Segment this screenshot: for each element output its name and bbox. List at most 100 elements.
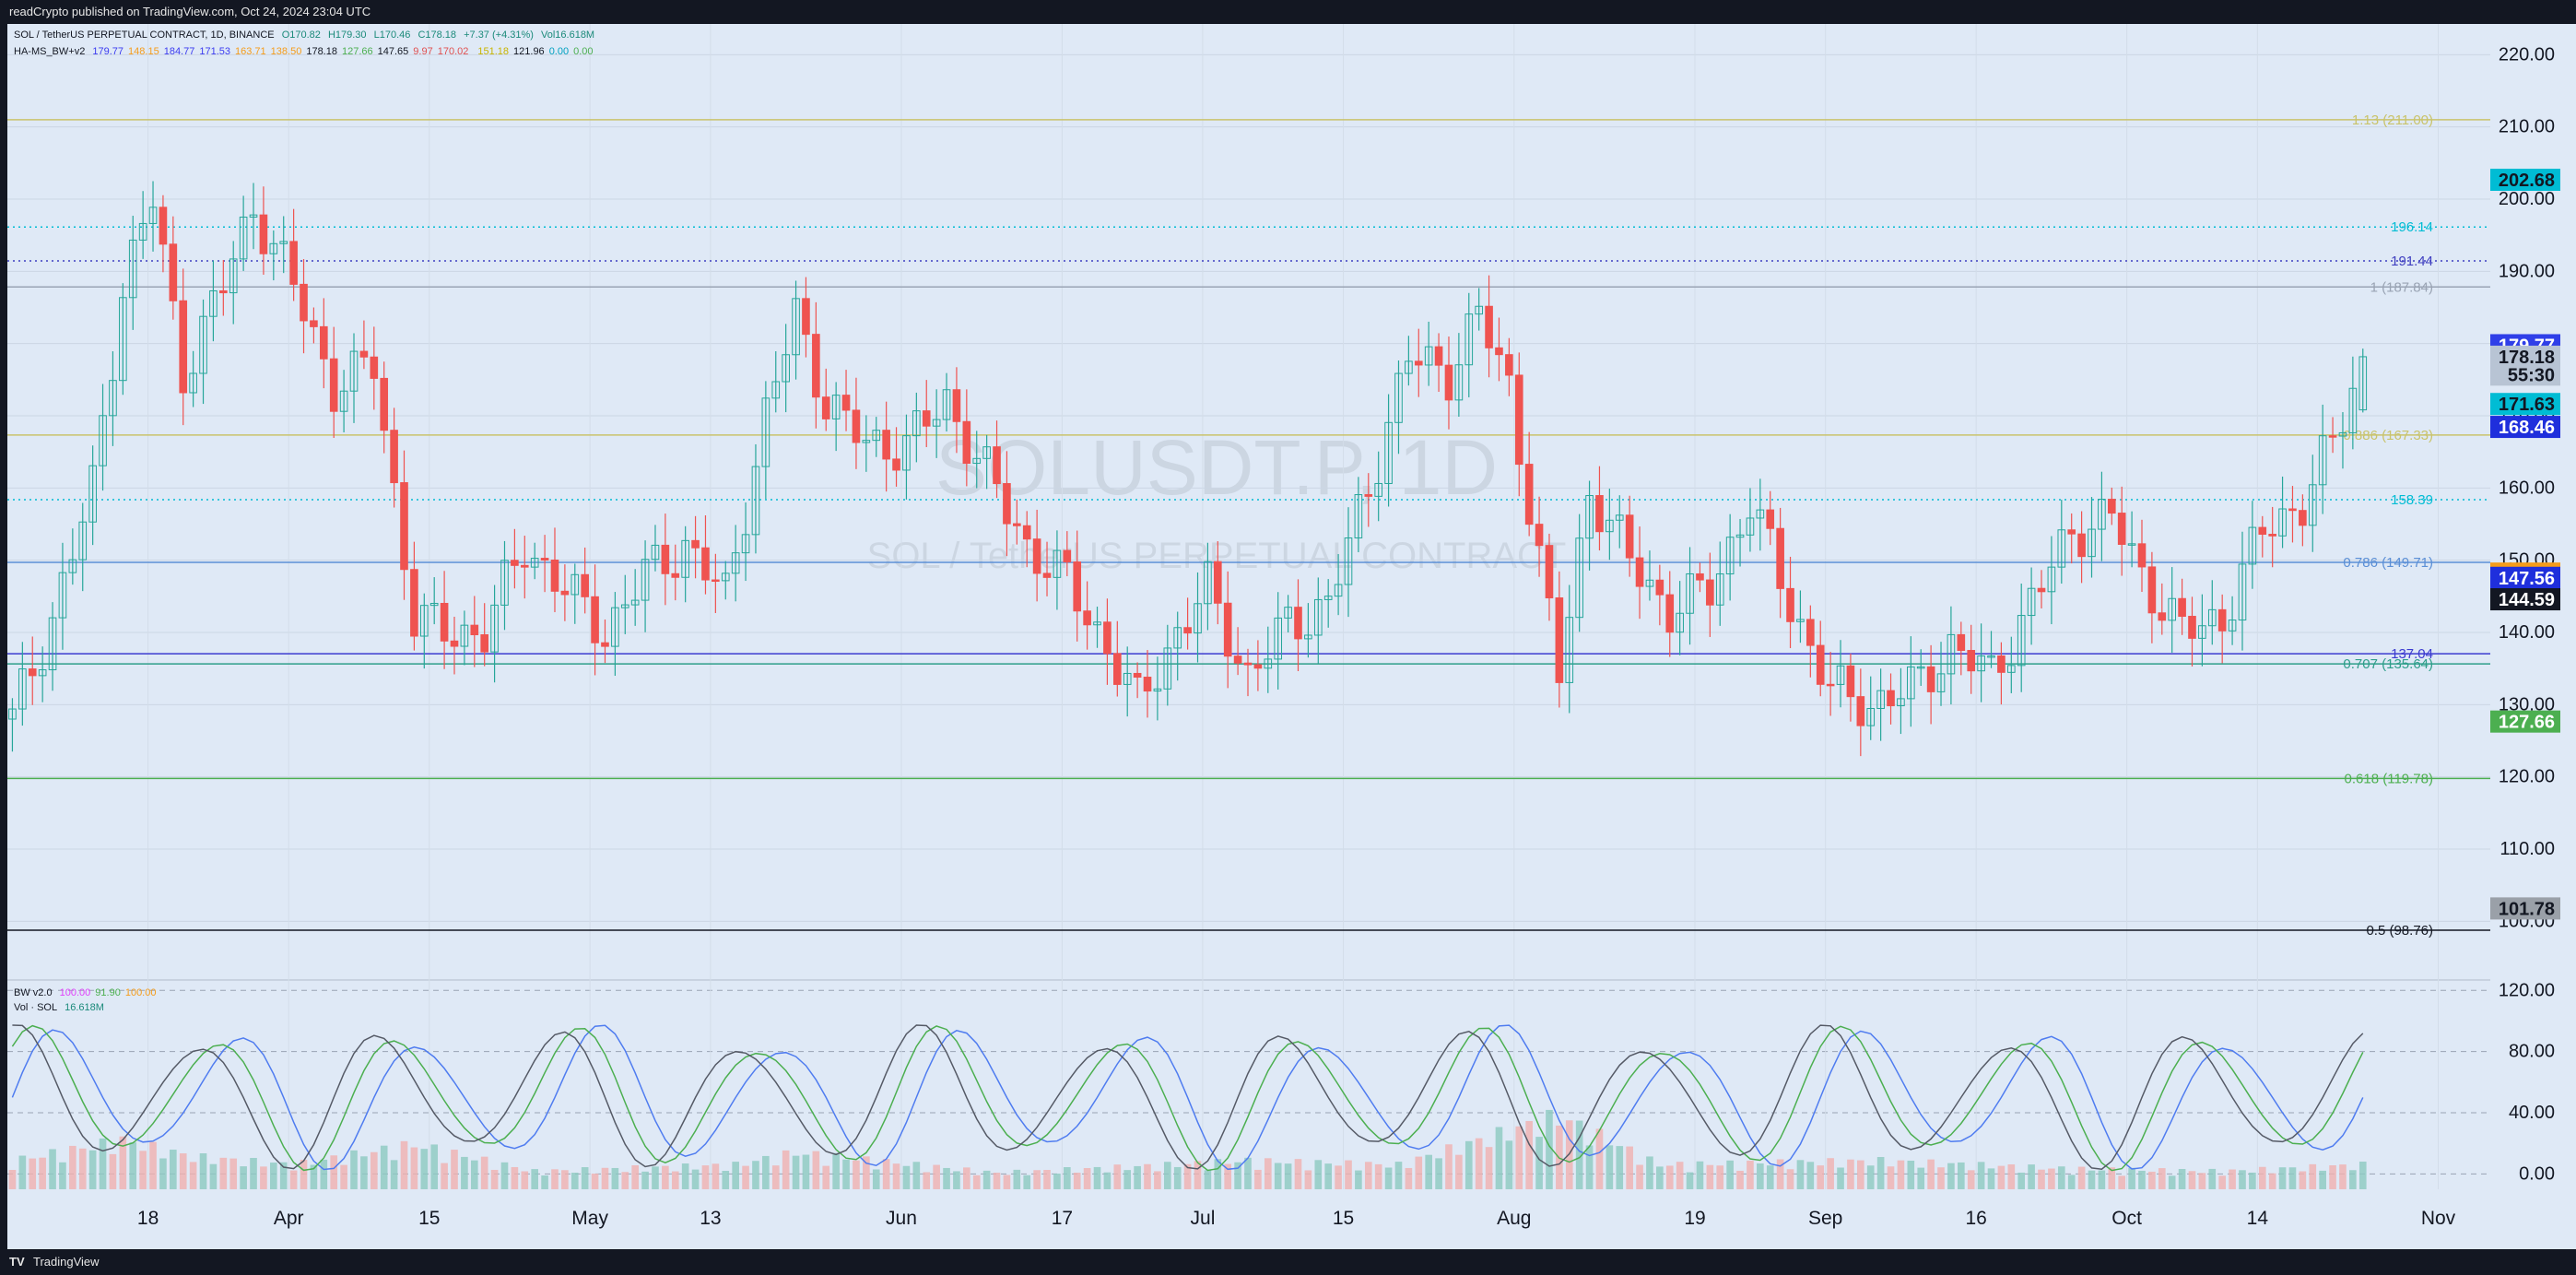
candle-body <box>1304 634 1312 640</box>
price-grid <box>7 24 2490 1189</box>
candle-body <box>1013 523 1021 526</box>
candle-body <box>2248 526 2257 565</box>
volume-bar <box>78 1148 87 1189</box>
bw-value: 100.00 <box>59 987 91 998</box>
x-tick-label: Jun <box>886 1208 917 1229</box>
volume-bar <box>993 1173 1001 1189</box>
candle-body <box>119 297 127 382</box>
ohlc-volume: Vol16.618M <box>541 30 595 41</box>
volume-bar <box>1967 1170 1975 1189</box>
volume-bar <box>1234 1162 1241 1189</box>
candle-body <box>932 419 941 427</box>
volume-bar <box>732 1162 739 1189</box>
indicator-value: 147.65 <box>377 46 409 57</box>
candle-body <box>601 642 609 647</box>
candle-body <box>611 607 619 647</box>
volume-bar <box>1495 1127 1503 1189</box>
volume-bar <box>701 1165 710 1189</box>
volume-bar <box>1485 1147 1493 1189</box>
candle-body <box>1344 537 1353 585</box>
volume-bar <box>330 1155 338 1189</box>
indicator-value: 179.77 <box>92 46 124 57</box>
volume-bar <box>832 1152 840 1189</box>
oscillator-line <box>11 1024 2364 1171</box>
volume-bar <box>722 1171 730 1189</box>
candle-body <box>1042 573 1052 578</box>
volume-legend[interactable]: Vol · SOL 16.618M <box>14 1002 109 1013</box>
volume-bar <box>2158 1168 2166 1189</box>
volume-bar <box>2028 1164 2035 1189</box>
candle-body <box>1485 305 1493 348</box>
y-tick-label: 190.00 <box>2499 261 2555 281</box>
volume-bar <box>2188 1171 2196 1189</box>
volume-bar <box>1405 1167 1413 1189</box>
price-tag-label: 144.59 <box>2499 590 2555 610</box>
volume-bar <box>1113 1164 1122 1189</box>
indicator-name[interactable]: HA-MS_BW+v2 <box>14 46 86 57</box>
symbol-legend[interactable]: SOL / TetherUS PERPETUAL CONTRACT, 1D, B… <box>14 30 599 41</box>
candle-body <box>159 207 168 245</box>
candle-body <box>2077 533 2086 558</box>
candle-body <box>701 547 710 581</box>
candle-body <box>38 669 47 677</box>
volume-bar <box>69 1145 76 1189</box>
volume-name[interactable]: Vol · SOL <box>14 1002 58 1013</box>
volume-bar <box>631 1165 639 1189</box>
volume-bar <box>1093 1166 1101 1189</box>
volume-bar <box>671 1171 679 1189</box>
candle-body <box>28 668 37 677</box>
candle-body <box>1565 617 1574 683</box>
volume-bar <box>1606 1145 1614 1189</box>
candle-body <box>1223 602 1232 657</box>
candle-body <box>239 217 248 260</box>
candle-body <box>1756 509 1765 519</box>
candle-body <box>1083 610 1091 626</box>
price-axis[interactable]: 220.00210.00200.00190.00180.00170.00160.… <box>2499 44 2555 1184</box>
candle-body <box>2127 543 2136 546</box>
bw-legend[interactable]: BW v2.0 100.00 91.90 100.00 <box>14 987 165 998</box>
volume-bar <box>551 1169 559 1189</box>
volume-bar <box>320 1159 328 1189</box>
volume-bar <box>1183 1163 1192 1189</box>
candle-body <box>782 354 790 383</box>
chart-canvas[interactable]: SOLUSDT.P, 1D SOL / TetherUS PERPETUAL C… <box>0 24 2576 1249</box>
volume-bar <box>119 1136 127 1189</box>
candle-body <box>470 624 479 636</box>
tradingview-logo[interactable]: TV <box>9 1255 25 1269</box>
candle-body <box>661 544 670 574</box>
candle-body <box>1153 688 1162 692</box>
volume-bar <box>2128 1167 2135 1189</box>
volume-bar <box>1445 1144 1453 1189</box>
candle-body <box>1204 561 1212 605</box>
volume-bar <box>139 1151 147 1189</box>
volume-bar <box>1796 1160 1805 1189</box>
candle-body <box>922 410 931 427</box>
candle-body <box>1555 597 1564 683</box>
candle-body <box>1887 690 1895 707</box>
volume-bar <box>1425 1154 1432 1189</box>
candle-body <box>1505 354 1513 376</box>
candle-body <box>339 390 348 412</box>
indicator-legend[interactable]: HA-MS_BW+v2 179.77 148.15 184.77 171.53 163.… <box>14 46 603 57</box>
volume-bar <box>420 1149 429 1189</box>
candle-body <box>1585 495 1594 539</box>
time-axis[interactable]: 18 Apr 15 May 13 Jun 17 Jul 15 Aug 19 Sep 16 Oct 14 Nov <box>137 1208 2456 1229</box>
volume-bar <box>2108 1167 2116 1189</box>
tradingview-brand[interactable]: TradingView <box>33 1255 100 1269</box>
x-tick-label: 14 <box>2247 1208 2269 1229</box>
candle-body <box>138 222 147 241</box>
volume-bar <box>59 1162 66 1189</box>
volume-bar <box>189 1162 197 1189</box>
volume-bar <box>1505 1140 1513 1189</box>
candle-body <box>511 560 519 566</box>
candle-body <box>691 539 700 549</box>
ohlc-high: H179.30 <box>327 30 367 41</box>
bw-name[interactable]: BW v2.0 <box>14 987 53 998</box>
candle-body <box>1313 598 1323 636</box>
candle-body <box>1354 494 1363 539</box>
y-tick-label: 210.00 <box>2499 117 2555 137</box>
symbol-title[interactable]: SOL / TetherUS PERPETUAL CONTRACT, 1D, B… <box>14 30 275 41</box>
y-tick-label: 220.00 <box>2499 44 2555 65</box>
candle-body <box>259 214 268 254</box>
candle-body <box>1987 655 1995 658</box>
